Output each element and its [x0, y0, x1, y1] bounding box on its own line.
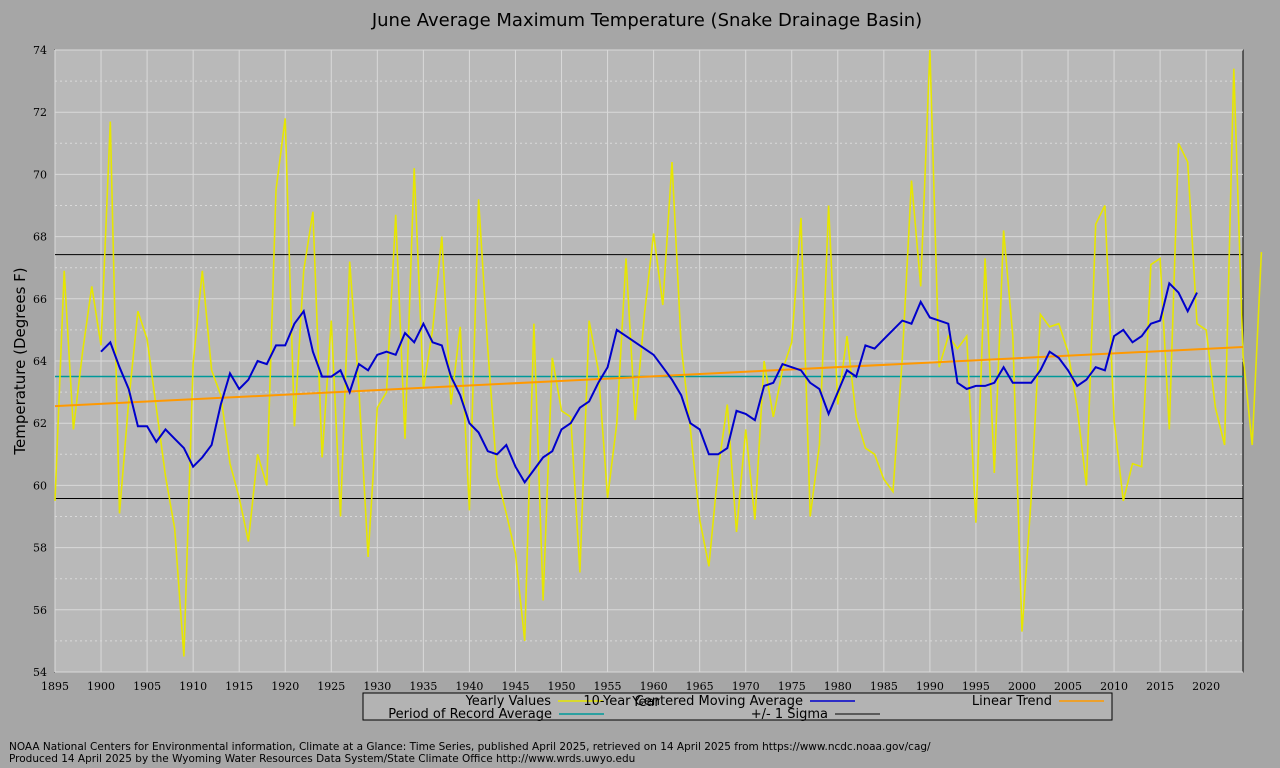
x-tick-label: 1985 — [870, 680, 898, 693]
x-tick-label: 1980 — [824, 680, 852, 693]
x-tick-label: 2020 — [1192, 680, 1220, 693]
y-tick-label: 56 — [33, 604, 47, 617]
y-axis-label: Temperature (Degrees F) — [11, 267, 29, 455]
y-tick-label: 54 — [33, 666, 47, 679]
legend-label-linear-trend: Linear Trend — [972, 694, 1052, 709]
x-tick-label: 1935 — [409, 680, 437, 693]
y-tick-label: 70 — [33, 168, 47, 181]
x-tick-label: 1945 — [501, 680, 529, 693]
legend-label-sigma: +/- 1 Sigma — [751, 707, 828, 722]
moving-average-line — [100, 281, 1198, 485]
linear-trend-line — [54, 346, 1244, 408]
footer-source: NOAA National Centers for Environmental … — [9, 741, 931, 753]
y-tick-label: 62 — [33, 417, 47, 430]
y-tick-label: 68 — [33, 231, 47, 244]
x-tick-label: 1990 — [916, 680, 944, 693]
legend-label-period-average: Period of Record Average — [388, 707, 552, 722]
x-tick-label: 1925 — [317, 680, 345, 693]
x-tick-label: 1965 — [686, 680, 714, 693]
legend-label-moving-average: 10-Year Centered Moving Average — [583, 694, 803, 709]
x-tick-label: 1950 — [548, 680, 576, 693]
y-tick-label: 66 — [33, 293, 47, 306]
legend-label-yearly: Yearly Values — [465, 694, 552, 709]
x-tick-label: 1905 — [133, 680, 161, 693]
legend: Yearly Values 10-Year Centered Moving Av… — [362, 692, 1113, 722]
x-tick-label: 1910 — [179, 680, 207, 693]
x-tick-label: 1970 — [732, 680, 760, 693]
x-tick-label: 1975 — [778, 680, 806, 693]
x-tick-label: 2005 — [1054, 680, 1082, 693]
y-tick-label: 74 — [33, 44, 47, 57]
x-tick-label: 2015 — [1146, 680, 1174, 693]
x-tick-label: 2000 — [1008, 680, 1036, 693]
y-tick-label: 64 — [33, 355, 47, 368]
x-tick-label: 1895 — [41, 680, 69, 693]
axis-ticks: 54 56 58 60 62 64 66 68 70 72 74 1895 1900 1905 1910 19… — [33, 44, 1220, 693]
yearly-values-line — [54, 49, 1263, 657]
y-tick-label: 58 — [33, 542, 47, 555]
x-axis-label: Year — [631, 695, 660, 710]
y-tick-label: 60 — [33, 479, 47, 492]
series — [54, 49, 1263, 657]
x-tick-label: 1915 — [225, 680, 253, 693]
x-tick-label: 1960 — [640, 680, 668, 693]
x-tick-label: 1930 — [363, 680, 391, 693]
x-tick-label: 2010 — [1100, 680, 1128, 693]
chart-title: June Average Maximum Temperature (Snake … — [371, 10, 922, 31]
x-tick-label: 1995 — [962, 680, 990, 693]
legend-box — [362, 692, 1113, 721]
footer-producer: Produced 14 April 2025 by the Wyoming Wa… — [9, 753, 636, 765]
x-tick-label: 1900 — [87, 680, 115, 693]
x-tick-label: 1955 — [594, 680, 622, 693]
grid — [54, 49, 1243, 673]
x-tick-label: 1940 — [455, 680, 483, 693]
x-tick-label: 1920 — [271, 680, 299, 693]
y-tick-label: 72 — [33, 106, 47, 119]
